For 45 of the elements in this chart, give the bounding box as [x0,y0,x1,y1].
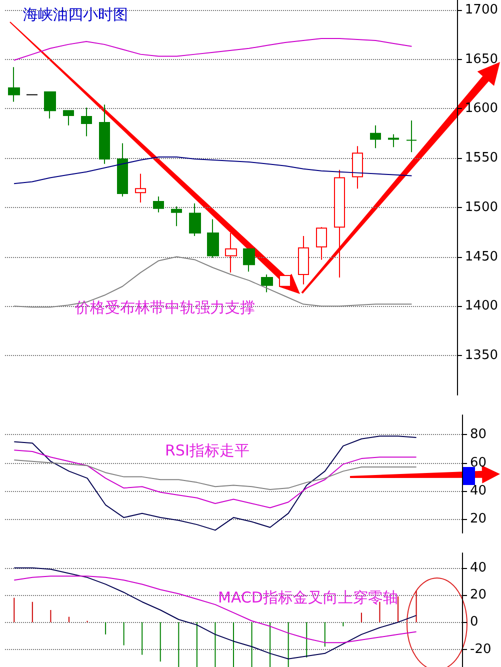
candlestick [99,104,110,164]
y-tick-label: 20 [470,511,487,526]
candlestick [298,236,309,285]
candlestick [135,173,146,203]
y-tick-label: 1600 [464,101,498,116]
candlestick [243,248,255,272]
candlestick [117,142,128,198]
chart-title: 海峡油四小时图 [23,6,128,24]
candlestick [63,110,74,126]
y-tick-label: 40 [470,560,487,576]
y-tick-label: 60 [470,455,487,470]
line-series [14,567,417,660]
y-tick-label: 1500 [464,200,498,215]
y-tick-label: -20 [470,642,492,657]
line-series [14,436,417,531]
candlestick [44,91,56,119]
candlestick [207,218,219,258]
candlestick [153,196,164,213]
candlestick [352,146,363,190]
candlestick [406,120,417,153]
candlestick [189,202,201,237]
y-tick-label: 1550 [464,150,498,166]
annotation: RSI指标走平 [165,442,250,460]
candlestick [370,124,381,149]
candlestick [279,275,291,287]
candlestick [81,107,92,137]
candlestick [334,169,345,278]
y-tick-label: 80 [470,427,487,442]
y-tick-label: 0 [470,614,478,630]
y-tick-label: 1400 [464,298,498,314]
y-tick-label: 20 [470,588,487,603]
candlestick [316,226,327,260]
candlestick [388,134,399,148]
candlestick [171,206,182,227]
line-series [14,576,417,644]
candlestick [261,274,273,293]
candlestick [225,232,237,274]
y-tick-label: 1450 [464,249,498,264]
line-series [14,156,412,184]
y-tick-label: 40 [470,483,487,498]
y-tick-label: 1350 [464,348,498,363]
line-series [14,38,412,61]
candlestick [8,66,20,102]
y-tick-label: 1700 [464,2,498,18]
y-tick-label: 1650 [464,52,498,67]
